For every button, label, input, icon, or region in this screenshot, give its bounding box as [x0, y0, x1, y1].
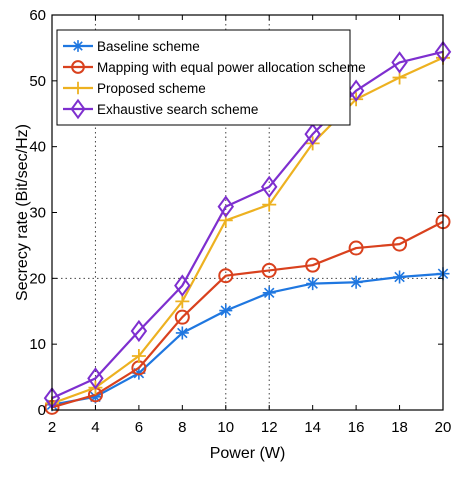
circle-marker	[218, 268, 234, 284]
y-axis-title: Secrecy rate (Bit/sec/Hz)	[14, 124, 31, 301]
diamond-marker	[260, 175, 278, 199]
series-line	[51, 272, 444, 406]
series-asterisk	[45, 267, 450, 412]
y-tick-label: 10	[29, 336, 46, 353]
x-tick-label: 6	[135, 419, 143, 436]
x-tick-label: 4	[91, 419, 99, 436]
asterisk-marker	[349, 275, 363, 289]
circle-marker	[261, 262, 277, 278]
circle-marker	[392, 236, 408, 252]
x-tick-label: 20	[435, 419, 452, 436]
asterisk-marker	[72, 40, 84, 52]
series-line	[51, 220, 444, 409]
x-axis-title: Power (W)	[210, 445, 286, 462]
diamond-marker	[304, 122, 321, 146]
series-line	[51, 50, 444, 400]
circle-marker	[305, 257, 321, 273]
x-tick-label: 8	[178, 419, 186, 436]
diamond-marker	[130, 319, 148, 343]
series-line	[51, 56, 444, 405]
y-tick-label: 20	[29, 270, 46, 287]
y-tick-label: 40	[29, 139, 46, 156]
legend-label: Exhaustive search scheme	[97, 102, 258, 117]
asterisk-marker	[175, 326, 189, 340]
diamond-marker	[174, 274, 191, 297]
legend-label: Baseline scheme	[97, 39, 200, 54]
x-tick-label: 14	[304, 419, 321, 436]
asterisk-marker	[219, 304, 233, 318]
legend-label: Mapping with equal power allocation sche…	[97, 60, 366, 75]
x-tick-label: 2	[48, 419, 56, 436]
asterisk-marker	[262, 286, 276, 300]
diamond-marker	[347, 79, 365, 102]
plus-marker	[71, 81, 85, 95]
y-tick-label: 0	[38, 402, 46, 419]
diamond-marker	[87, 367, 104, 390]
legend-box	[56, 29, 351, 126]
legend: Baseline scheme Mapping with equal power …	[56, 29, 366, 126]
axes-layer: 2 4 6 8 10 12 14 16 18 20 0 10 20 30 40 50 60	[29, 7, 451, 436]
asterisk-marker	[88, 390, 102, 404]
y-tick-label: 60	[29, 7, 46, 24]
asterisk-marker	[132, 366, 146, 380]
x-tick-label: 10	[217, 419, 234, 436]
diamond-marker	[217, 195, 235, 218]
x-tick-label: 18	[391, 419, 408, 436]
diamond-marker	[70, 98, 86, 120]
diamond-marker	[391, 51, 408, 74]
y-tick-label: 30	[29, 205, 46, 222]
plus-marker	[131, 349, 146, 364]
y-tick-label: 50	[29, 73, 46, 90]
legend-label: Proposed scheme	[97, 81, 206, 96]
circle-marker	[174, 309, 190, 325]
plus-marker	[262, 197, 277, 212]
series-layer	[43, 40, 452, 415]
series-circle	[44, 214, 451, 415]
reference-lines	[52, 15, 443, 410]
circle-marker	[71, 60, 85, 74]
asterisk-marker	[393, 270, 407, 284]
circle-marker	[348, 240, 364, 256]
x-tick-label: 12	[261, 419, 278, 436]
asterisk-marker	[306, 277, 320, 291]
x-tick-label: 16	[348, 419, 365, 436]
